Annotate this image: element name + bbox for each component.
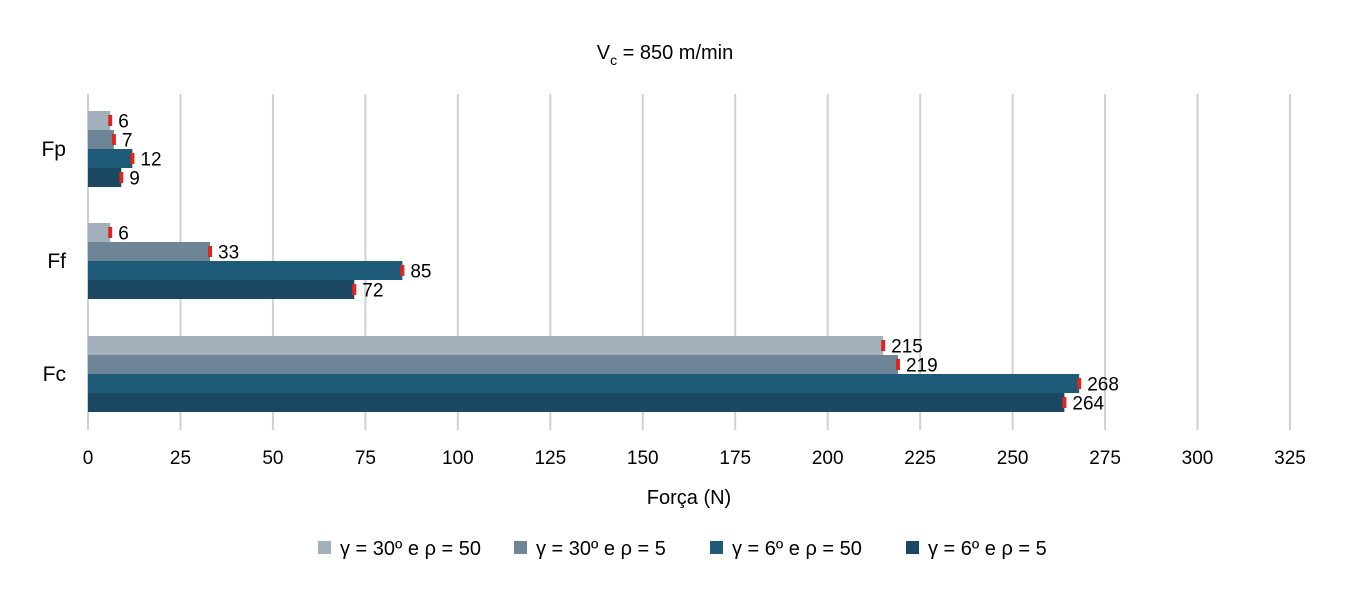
chart-title: Vc = 850 m/min	[597, 42, 734, 68]
legend-label: γ = 6º e ρ = 50	[732, 538, 862, 560]
bar	[88, 149, 133, 168]
x-tick-label: 300	[1182, 448, 1214, 469]
x-axis-title: Força (N)	[647, 487, 731, 509]
bars	[88, 111, 1082, 412]
chart-title-main: V	[597, 42, 611, 64]
x-tick-label: 175	[719, 448, 751, 469]
data-label: 33	[218, 243, 239, 264]
legend-swatch	[710, 541, 723, 554]
x-tick-label: 225	[904, 448, 936, 469]
legend-label: γ = 6º e ρ = 5	[928, 538, 1047, 560]
bar	[88, 355, 898, 374]
bar	[88, 242, 211, 261]
x-tick-label: 325	[1274, 448, 1306, 469]
data-label: 264	[1072, 394, 1104, 415]
data-label: 6	[118, 224, 129, 245]
x-tick-label: 25	[170, 448, 191, 469]
data-label: 85	[410, 262, 431, 283]
x-tick-label: 100	[442, 448, 474, 469]
data-label: 12	[140, 150, 161, 171]
data-label: 268	[1087, 375, 1119, 396]
chart-title-suffix: = 850 m/min	[617, 42, 733, 64]
bar	[88, 168, 122, 187]
y-tick-label: Fp	[41, 138, 66, 161]
x-tick-label: 75	[355, 448, 376, 469]
legend-label: γ = 30º e ρ = 50	[340, 538, 481, 560]
bar	[88, 261, 403, 280]
x-tick-label: 250	[997, 448, 1029, 469]
x-axis: 0 25 50 75 100 125 150 175 200 225 250 275 300 325	[83, 448, 1306, 469]
x-tick-label: 125	[534, 448, 566, 469]
bar	[88, 223, 111, 242]
x-tick-label: 200	[812, 448, 844, 469]
bar	[88, 130, 114, 149]
bar	[88, 111, 111, 130]
x-tick-label: 150	[627, 448, 659, 469]
data-label: 215	[891, 337, 923, 358]
bar	[88, 336, 884, 355]
bar	[88, 374, 1080, 393]
data-label: 7	[122, 131, 133, 152]
legend-swatch	[906, 541, 919, 554]
legend-label: γ = 30º e ρ = 5	[536, 538, 666, 560]
data-label: 219	[906, 356, 938, 377]
chart-title-subscript: c	[610, 52, 617, 68]
gridlines	[87, 94, 1291, 430]
y-tick-label: Fc	[43, 363, 66, 386]
y-tick-label: Ff	[47, 250, 66, 273]
legend-swatch	[514, 541, 527, 554]
legend-swatch	[318, 541, 331, 554]
y-axis: Fp Ff Fc	[41, 138, 66, 386]
x-tick-label: 50	[262, 448, 283, 469]
legend: γ = 30º e ρ = 50 γ = 30º e ρ = 5 γ = 6º e …	[318, 538, 1047, 560]
x-tick-label: 275	[1089, 448, 1121, 469]
data-label: 9	[129, 169, 140, 190]
x-tick-label: 0	[83, 448, 94, 469]
bar	[88, 393, 1065, 412]
bar	[88, 280, 355, 299]
data-label: 6	[118, 112, 129, 133]
data-label: 72	[362, 281, 383, 302]
